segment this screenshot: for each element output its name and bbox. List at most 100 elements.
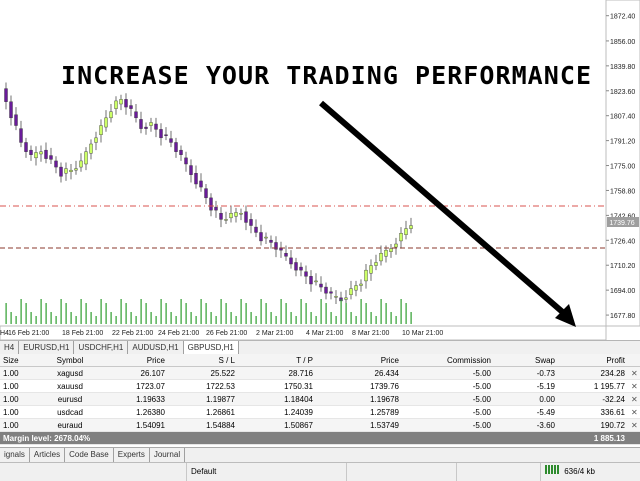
volume-bar [165,303,167,324]
tab-code-base[interactable]: Code Base [65,448,114,462]
cell-current-price: 1739.76 [316,379,402,393]
volume-bar [245,303,247,324]
candle [319,283,323,288]
cell-open-price: 1.54091 [102,418,168,432]
connection-status[interactable]: 636/4 kb [540,463,640,481]
volume-bar [115,316,117,324]
chart-tab-gbpusd[interactable]: GBPUSD,H1 [183,341,239,354]
candle [324,286,328,294]
table-row[interactable]: 1.00 xagusd 26.107 25.522 28.716 26.434 … [0,366,640,380]
candle [174,142,178,152]
candle [384,249,388,257]
terminal-tabs-bar: ignals Articles Code Base Experts Journa… [0,447,640,462]
price-chart[interactable]: 1872.40 1856.00 1839.80 1823.60 1807.40 1791.… [0,0,640,341]
time-tick-label: 26 Feb 21:00 [206,330,247,337]
volume-group [5,299,412,324]
cell-stop-loss: 1.19877 [168,392,238,406]
volume-bar [230,312,232,324]
volume-bar [55,316,57,324]
col-swap[interactable]: Swap [494,354,558,367]
volume-bar [225,303,227,324]
close-position-icon[interactable]: ✕ [628,392,640,406]
candle [54,160,58,168]
candle [84,151,88,165]
price-tick-label: 1726.40 [610,238,635,245]
volume-bar [85,303,87,324]
table-row[interactable]: 1.00 usdcad 1.26380 1.26861 1.24039 1.25… [0,405,640,419]
table-header-row: Size Symbol Price S / L T / P Price Comm… [0,354,640,367]
col-stop-loss[interactable]: S / L [168,354,238,367]
connection-bars-icon [545,463,559,481]
candle [59,166,63,177]
volume-bar [290,312,292,324]
tab-articles[interactable]: Articles [30,448,66,462]
time-tick-label: 4 Mar 21:00 [306,330,343,337]
volume-bar [170,312,172,324]
price-tick-label: 1758.80 [610,188,635,195]
volume-bar [365,303,367,324]
col-current-price[interactable]: Price [316,354,402,367]
price-tick-label: 1839.80 [610,64,635,71]
candle [399,233,403,242]
volume-bar [385,303,387,324]
candle [394,243,398,248]
cell-profit: 190.72 [558,418,628,432]
col-commission[interactable]: Commission [402,354,494,367]
candle [19,128,23,143]
candle [404,228,408,235]
candle [334,296,338,298]
time-tick-label: 18 Feb 21:00 [62,330,103,337]
trend-arrow-head [555,304,576,327]
candle [374,262,378,266]
candle [199,180,203,188]
candle [179,149,183,155]
profile-name[interactable]: Default [186,463,351,481]
chart-tab-eurusd[interactable]: EURUSD,H1 [19,341,75,354]
volume-bar [35,316,37,324]
chart-tab-audusd[interactable]: AUDUSD,H1 [128,341,184,354]
candle [149,122,153,126]
chart-tab-h4[interactable]: H4 [0,341,20,354]
status-bar: Default 636/4 kb [0,462,640,481]
tab-journal[interactable]: Journal [150,448,186,462]
volume-bar [5,303,7,324]
cell-current-price: 26.434 [316,366,402,380]
col-open-price[interactable]: Price [102,354,168,367]
col-size[interactable]: Size [0,354,38,367]
close-position-icon[interactable]: ✕ [628,366,640,380]
cell-commission: -5.00 [402,366,494,380]
close-position-icon[interactable]: ✕ [628,405,640,419]
volume-bar [90,312,92,324]
volume-bar [380,299,382,324]
time-tick-label: 10 Mar 21:00 [402,330,443,337]
table-row[interactable]: 1.00 eurusd 1.19633 1.19877 1.18404 1.19… [0,392,640,406]
tab-experts[interactable]: Experts [114,448,150,462]
total-profit: 1 885.13 [558,431,628,445]
chart-tab-usdchf[interactable]: USDCHF,H1 [74,341,129,354]
col-symbol[interactable]: Symbol [38,354,102,367]
table-row[interactable]: 1.00 xauusd 1723.07 1722.53 1750.31 1739… [0,379,640,393]
close-position-icon[interactable]: ✕ [628,418,640,432]
candle [164,134,168,136]
volume-bar [390,312,392,324]
table-row[interactable]: 1.00 euraud 1.54091 1.54884 1.50867 1.53… [0,418,640,432]
tab-signals[interactable]: ignals [0,448,30,462]
cell-swap: -3.60 [494,418,558,432]
candle [329,291,333,294]
candle [254,226,258,233]
volume-bar [300,299,302,324]
time-tick-label: H4 [0,330,9,337]
candle [104,117,108,128]
volume-bar [335,316,337,324]
volume-bar [215,316,217,324]
volume-bar [400,299,402,324]
candle [359,283,363,286]
candle [249,219,253,226]
col-profit[interactable]: Profit [558,354,628,367]
price-tick-label: 1791.20 [610,139,635,146]
col-take-profit[interactable]: T / P [238,354,316,367]
volume-bar [395,316,397,324]
volume-bar [315,316,317,324]
volume-bar [320,299,322,324]
close-position-icon[interactable]: ✕ [628,379,640,393]
